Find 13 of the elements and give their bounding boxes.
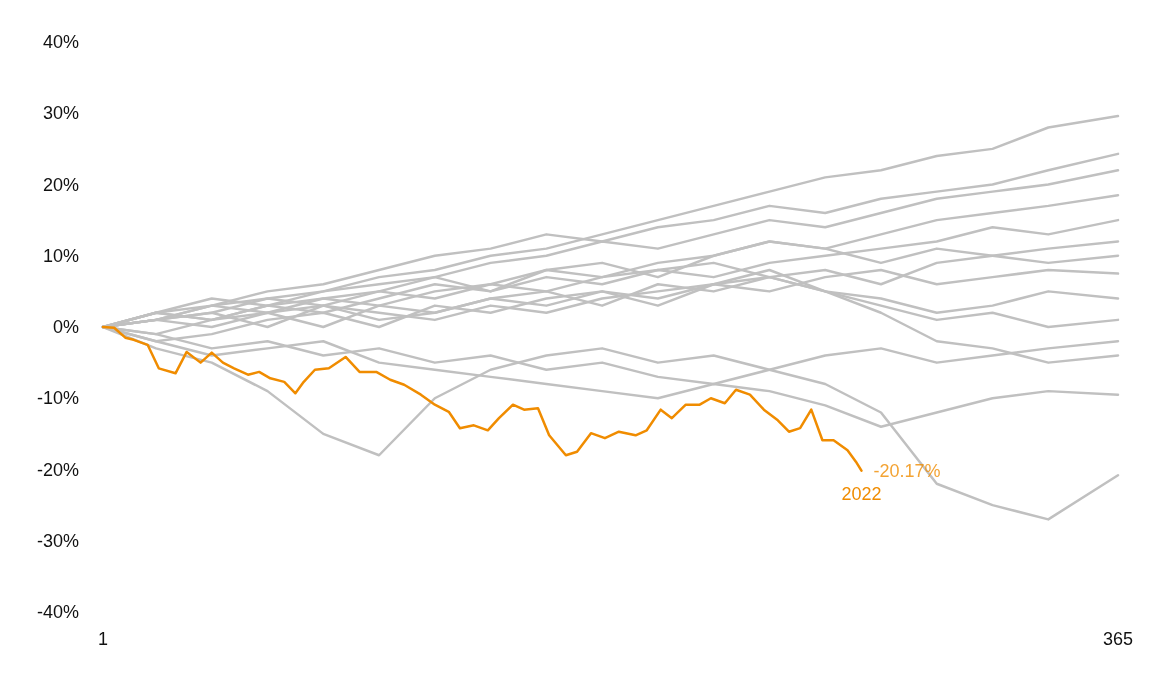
y-tick-label: 30% — [42, 103, 79, 124]
y-tick-label: 10% — [42, 245, 79, 266]
y-tick-label: -20% — [36, 459, 79, 480]
annotation: -20.17% — [873, 460, 941, 481]
y-tick-label: 0% — [52, 317, 79, 337]
y-tick-label: -10% — [36, 388, 79, 409]
y-tick-label: 20% — [42, 174, 79, 195]
y-tick-label: -30% — [36, 530, 79, 551]
series-label: 2022 — [841, 483, 882, 504]
y-tick-label: 40% — [42, 32, 79, 52]
y-tick-label: -40% — [36, 602, 79, 622]
x-tick-label: 1 — [97, 629, 109, 649]
x-tick-label: 365 — [1102, 629, 1134, 649]
